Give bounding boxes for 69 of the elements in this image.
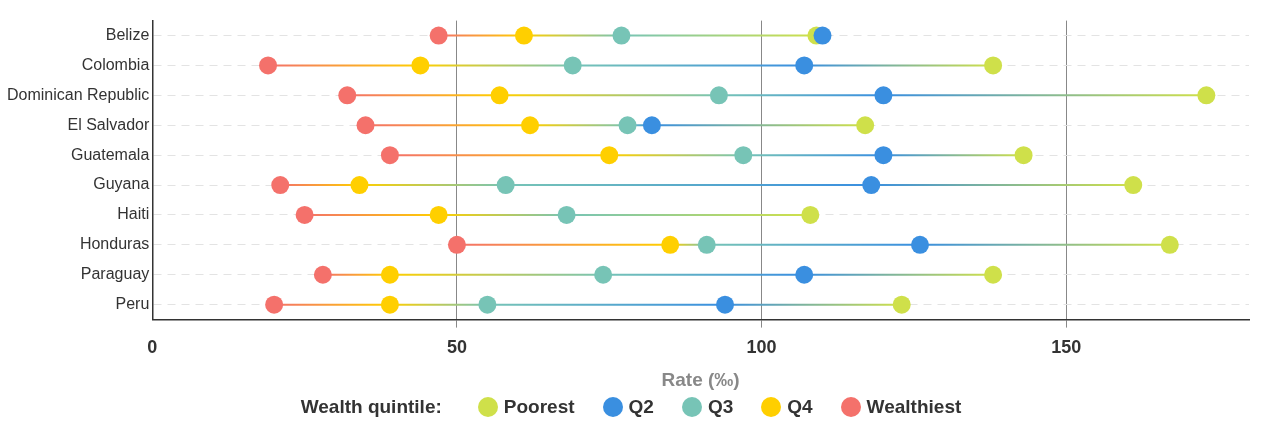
legend-label: Q3 [707, 396, 734, 418]
point [271, 176, 290, 195]
y-tick-label: Guatemala [71, 145, 150, 163]
point [734, 146, 753, 165]
x-tick-label: 100 [746, 337, 777, 358]
point [265, 295, 284, 314]
x-axis-title: Rate (‰) [661, 368, 740, 390]
y-tick-label: Guyana [93, 175, 150, 193]
point [795, 56, 814, 75]
point [557, 205, 576, 224]
x-tick-label: 0 [147, 337, 158, 358]
point [1014, 146, 1033, 165]
y-tick-label: Belize [105, 25, 150, 43]
y-tick-label: Honduras [79, 235, 150, 253]
point [429, 205, 448, 224]
point [514, 26, 533, 45]
y-tick-label: Paraguay [80, 265, 150, 283]
point [697, 235, 716, 254]
point [600, 146, 619, 165]
point [642, 116, 661, 135]
point [380, 295, 399, 314]
point [856, 116, 875, 135]
point [429, 26, 448, 45]
x-tick-label: 150 [1051, 337, 1082, 358]
point [380, 265, 399, 284]
point [910, 235, 929, 254]
point [984, 265, 1003, 284]
point [350, 176, 369, 195]
point [295, 205, 314, 224]
point [411, 56, 430, 75]
point [521, 116, 540, 135]
point [259, 56, 278, 75]
point [984, 56, 1003, 75]
legend-label: Poorest [503, 396, 575, 418]
y-tick-label: Peru [115, 295, 150, 313]
point [563, 56, 582, 75]
point [356, 116, 375, 135]
legend-label: Q2 [628, 396, 654, 418]
point [813, 26, 832, 45]
point [313, 265, 332, 284]
point [874, 146, 893, 165]
legend-label: Wealthiest [866, 396, 962, 418]
point [490, 86, 509, 105]
point [892, 295, 911, 314]
point [496, 176, 515, 195]
y-tick-label: El Salvador [67, 115, 150, 133]
y-tick-label: Dominican Republic [6, 85, 150, 103]
point [618, 116, 637, 135]
point [1124, 176, 1143, 195]
point [612, 26, 631, 45]
point [380, 146, 399, 165]
point [709, 86, 728, 105]
point [1197, 86, 1216, 105]
x-tick-label: 50 [446, 337, 467, 358]
point [594, 265, 613, 284]
point [862, 176, 881, 195]
point [661, 235, 680, 254]
point [1160, 235, 1179, 254]
point [478, 295, 497, 314]
point [801, 205, 820, 224]
legend-label: Q4 [787, 396, 813, 418]
point [447, 235, 466, 254]
y-tick-label: Colombia [81, 55, 150, 73]
point [795, 265, 814, 284]
y-tick-label: Haiti [117, 205, 150, 223]
point [716, 295, 735, 314]
point [338, 86, 357, 105]
point [874, 86, 893, 105]
legend-title: Wealth quintile: [300, 396, 442, 418]
